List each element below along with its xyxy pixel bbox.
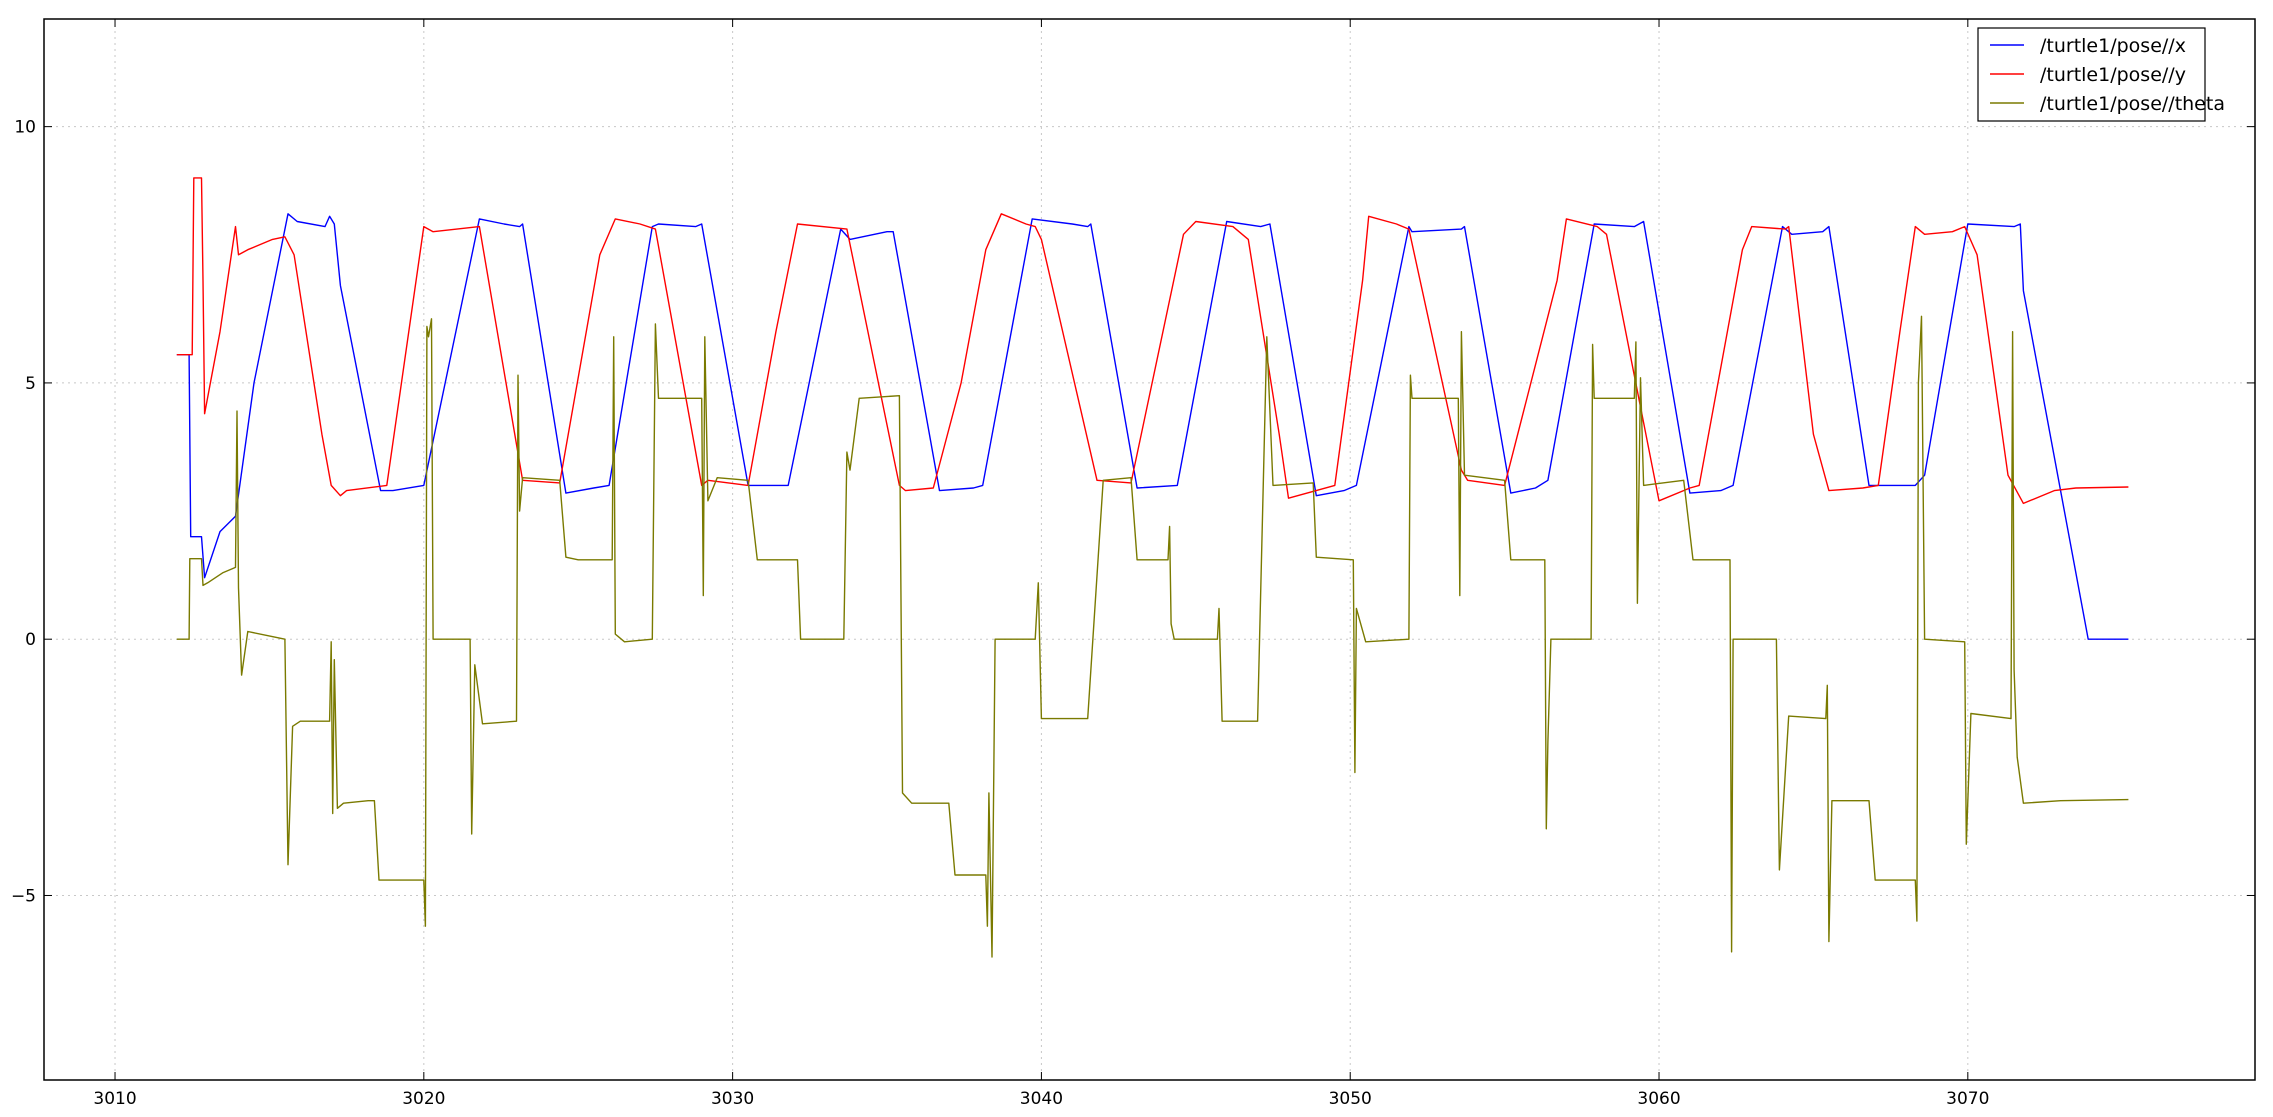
x-tick-label: 3050	[1329, 1089, 1372, 1109]
x-tick-label: 3030	[711, 1089, 754, 1109]
grid-lines	[44, 19, 2255, 1080]
x-tick-label: 3060	[1637, 1089, 1680, 1109]
x-tick-label: 3070	[1946, 1089, 1989, 1109]
series-line-0	[176, 213, 2129, 640]
y-tick-label: 10	[14, 118, 36, 138]
y-tick-label: 5	[25, 374, 36, 394]
y-tick-label: 0	[25, 630, 36, 650]
plot-frame	[43, 18, 2256, 1081]
legend-label-1: /turtle1/pose//y	[2040, 64, 2186, 86]
x-tick-label: 3040	[1020, 1089, 1063, 1109]
legend: /turtle1/pose//x/turtle1/pose//y/turtle1…	[1977, 27, 2225, 122]
x-tick-label: 3010	[93, 1089, 136, 1109]
axis-ticks: 3010 3020 3030 3040 3050 3060 3070 −5 0 5 10	[11, 19, 2255, 1109]
y-tick-label: −5	[11, 886, 36, 906]
series-layer	[176, 177, 2129, 958]
series-line-2	[176, 315, 2129, 958]
x-tick-label: 3020	[402, 1089, 445, 1109]
legend-label-0: /turtle1/pose//x	[2040, 35, 2186, 57]
series-line-1	[176, 177, 2129, 505]
legend-label-2: /turtle1/pose//theta	[2040, 93, 2225, 115]
